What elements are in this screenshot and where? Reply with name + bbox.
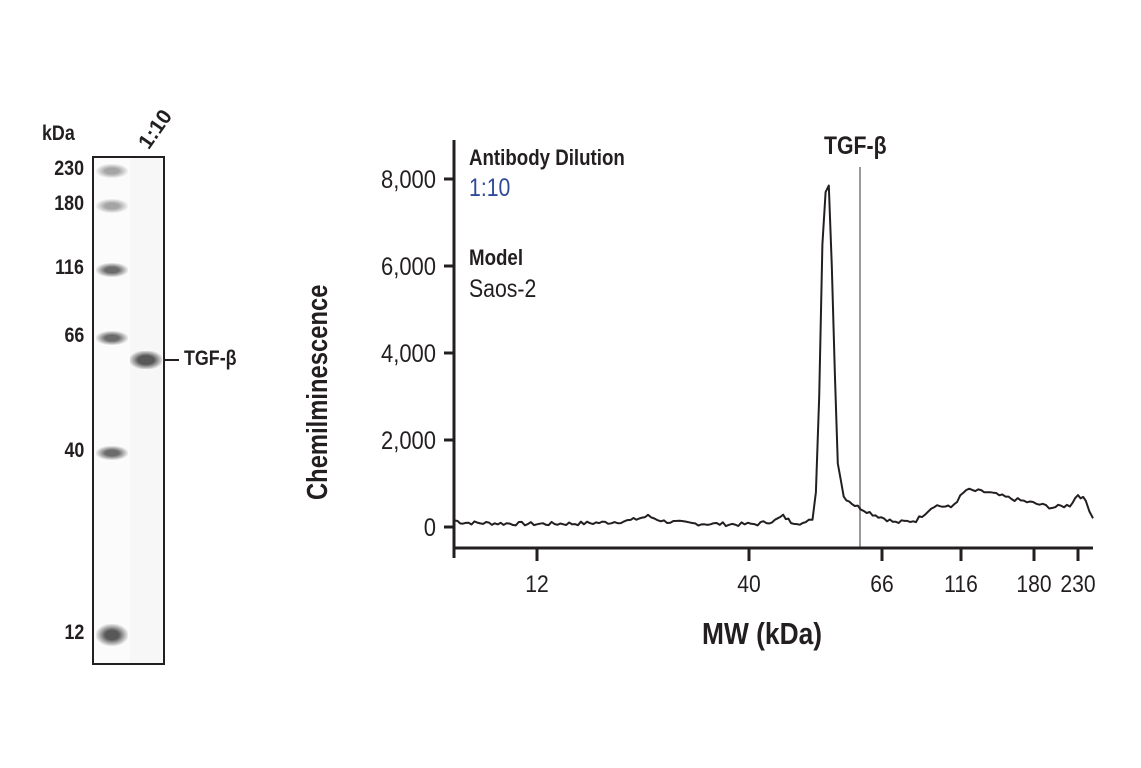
x-tick-label: 116 <box>944 571 978 598</box>
y-tick-label: 6,000 <box>381 253 436 281</box>
x-axis-label: MW (kDa) <box>702 616 823 651</box>
y-tick-label: 2,000 <box>381 427 436 455</box>
y-tick-label: 4,000 <box>381 340 436 368</box>
ladder-lane <box>96 158 128 663</box>
x-tick-label: 40 <box>737 571 760 598</box>
y-axis-label: Chemilminescence <box>302 284 334 500</box>
legend-model-title: Model <box>469 245 524 270</box>
blot-marker-label: 66 <box>64 324 84 347</box>
x-tick-label: 180 <box>1016 571 1051 598</box>
ladder-band <box>96 624 128 646</box>
peak-label: TGF-β <box>824 132 887 160</box>
blot-marker-label: 12 <box>64 621 84 644</box>
legend-model-value: Saos-2 <box>469 275 537 303</box>
blot-unit-label: kDa <box>42 122 75 145</box>
sample-lane <box>130 158 162 663</box>
blot-marker-label: 230 <box>54 157 84 180</box>
target-band-pointer <box>164 359 179 361</box>
ladder-band <box>96 164 128 178</box>
y-tick-label: 8,000 <box>381 166 436 194</box>
series-line <box>454 184 1094 528</box>
ladder-band <box>96 446 128 460</box>
y-tick-label: 0 <box>424 514 436 542</box>
legend-dilution-value: 1:10 <box>469 174 511 202</box>
x-tick-label: 230 <box>1060 571 1095 598</box>
blot-marker-label: 180 <box>54 192 84 215</box>
x-tick-label: 12 <box>525 571 548 598</box>
ladder-band <box>96 263 128 277</box>
blot-marker-label: 116 <box>55 256 84 279</box>
ladder-band <box>96 331 128 345</box>
x-axis-ticks: 12 40 66 116 180 230 <box>525 548 1096 598</box>
blot-target-label: TGF-β <box>184 347 237 370</box>
blot-marker-label: 40 <box>64 439 84 462</box>
target-band <box>130 351 162 369</box>
legend-dilution-title: Antibody Dilution <box>469 145 625 170</box>
y-axis-ticks: 0 2,000 4,000 6,000 8,000 <box>381 166 454 542</box>
x-tick-label: 66 <box>870 571 893 598</box>
ladder-band <box>96 199 128 213</box>
blot-image <box>92 156 165 665</box>
